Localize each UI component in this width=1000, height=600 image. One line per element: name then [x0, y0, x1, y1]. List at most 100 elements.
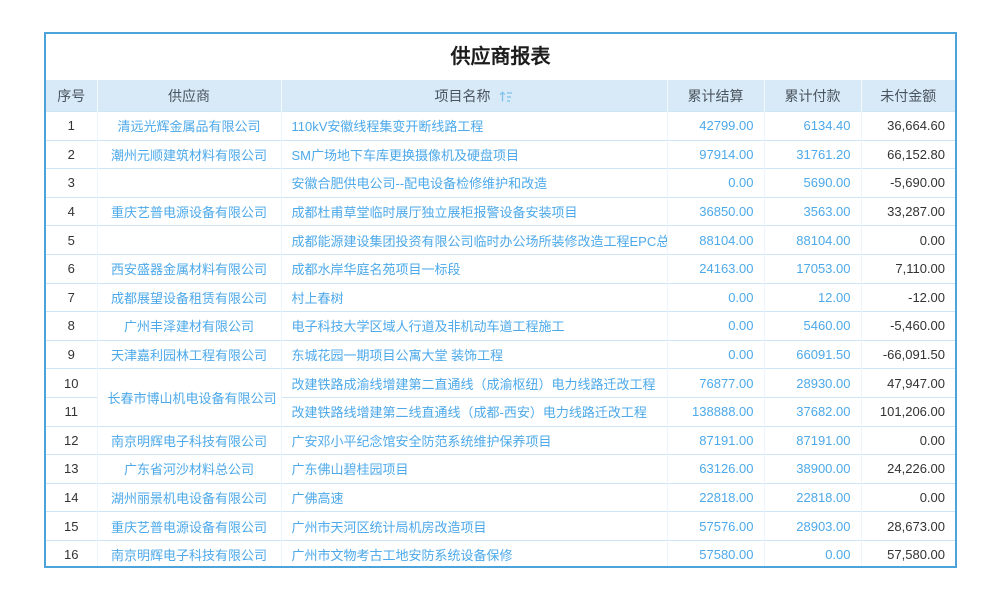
paid-amount-cell[interactable]: 88104.00: [764, 225, 862, 255]
project-name-cell[interactable]: 广安邓小平纪念馆安全防范系统维护保养项目: [281, 425, 668, 455]
table-row: 14 湖州丽景机电设备有限公司 广佛高速 22818.00 22818.00 0.00: [46, 482, 955, 512]
table-row: 10 长春市博山机电设备有限公司 改建铁路成渝线增建第二直通线（成渝枢纽）电力线路迁…: [46, 368, 955, 427]
supplier-cell: [97, 168, 282, 198]
settled-amount-cell[interactable]: 57580.00: [667, 539, 765, 566]
supplier-cell[interactable]: 广州丰泽建材有限公司: [97, 311, 282, 341]
row-index-cell: 4: [46, 196, 98, 226]
row-index-cell: 1: [46, 111, 98, 141]
settled-amount-cell[interactable]: 0.00: [667, 282, 765, 312]
paid-amount-cell[interactable]: 28903.00: [764, 511, 862, 541]
unpaid-amount-cell: 66,152.80: [861, 139, 955, 169]
column-header-paid: 累计付款: [764, 80, 862, 112]
supplier-cell[interactable]: 重庆艺普电源设备有限公司: [97, 511, 282, 541]
row-index-cell: 12: [46, 425, 98, 455]
settled-amount-cell[interactable]: 57576.00: [667, 511, 765, 541]
paid-amount-cell[interactable]: 17053.00: [764, 253, 862, 284]
paid-amount-cell[interactable]: 12.00: [764, 282, 862, 312]
column-header-supplier: 供应商: [97, 80, 282, 112]
supplier-cell[interactable]: 湖州丽景机电设备有限公司: [97, 482, 282, 512]
settled-amount-cell[interactable]: 63126.00: [667, 454, 765, 484]
project-name-cell[interactable]: 成都杜甫草堂临时展厅独立展柜报警设备安装项目: [281, 196, 668, 226]
project-name-cell[interactable]: 改建铁路线增建第二线直通线（成都-西安）电力线路迁改工程: [281, 396, 668, 427]
table-row: 11 改建铁路线增建第二线直通线（成都-西安）电力线路迁改工程 138888.00 3…: [46, 396, 955, 427]
supplier-cell[interactable]: 清远光辉金属品有限公司: [97, 111, 282, 141]
table-row: 9 天津嘉利园林工程有限公司 东城花园一期项目公寓大堂 装饰工程 0.00 66091.…: [46, 339, 955, 369]
supplier-cell[interactable]: 西安盛器金属材料有限公司: [97, 253, 282, 284]
table-row: 2 潮州元顺建筑材料有限公司 SM广场地下车库更换摄像机及硬盘项目 97914.00 3…: [46, 139, 955, 169]
paid-amount-cell[interactable]: 5460.00: [764, 311, 862, 341]
paid-amount-cell[interactable]: 6134.40: [764, 111, 862, 141]
project-name-cell[interactable]: 广州市文物考古工地安防系统设备保修: [281, 539, 668, 566]
unpaid-amount-cell: 36,664.60: [861, 111, 955, 141]
column-header-no: 序号: [46, 80, 98, 112]
supplier-report-card: 供应商报表 序号 供应商 项目名称: [44, 32, 957, 568]
paid-amount-cell[interactable]: 22818.00: [764, 482, 862, 512]
project-name-cell[interactable]: 广州市天河区统计局机房改造项目: [281, 511, 668, 541]
supplier-cell[interactable]: 广东省河沙材料总公司: [97, 454, 282, 484]
supplier-cell[interactable]: 潮州元顺建筑材料有限公司: [97, 139, 282, 169]
supplier-cell[interactable]: 天津嘉利园林工程有限公司: [97, 339, 282, 369]
column-header-label: 累计结算: [687, 87, 744, 104]
project-name-cell[interactable]: 改建铁路成渝线增建第二直通线（成渝枢纽）电力线路迁改工程: [281, 368, 668, 398]
supplier-cell[interactable]: 成都展望设备租赁有限公司: [97, 282, 282, 312]
paid-amount-cell[interactable]: 87191.00: [764, 425, 862, 455]
settled-amount-cell[interactable]: 36850.00: [667, 196, 765, 226]
table-row: 15 重庆艺普电源设备有限公司 广州市天河区统计局机房改造项目 57576.00 289…: [46, 511, 955, 541]
project-name-cell[interactable]: 广东佛山碧桂园项目: [281, 454, 668, 484]
settled-amount-cell[interactable]: 42799.00: [667, 111, 765, 141]
settled-amount-cell[interactable]: 0.00: [667, 168, 765, 198]
sort-ascending-icon[interactable]: [499, 90, 513, 103]
project-name-cell[interactable]: 安徽合肥供电公司--配电设备检修维护和改造: [281, 168, 668, 198]
settled-amount-cell[interactable]: 24163.00: [667, 253, 765, 284]
column-header-label: 累计付款: [784, 87, 841, 104]
column-header-project-name[interactable]: 项目名称: [281, 80, 668, 112]
settled-amount-cell[interactable]: 76877.00: [667, 368, 765, 398]
project-name-cell[interactable]: 东城花园一期项目公寓大堂 装饰工程: [281, 339, 668, 369]
settled-amount-cell[interactable]: 138888.00: [667, 396, 765, 427]
supplier-cell[interactable]: 南京明辉电子科技有限公司: [97, 539, 282, 566]
header-row: 序号 供应商 项目名称 累计结算 累计付款: [46, 80, 955, 112]
supplier-cell[interactable]: 重庆艺普电源设备有限公司: [97, 196, 282, 226]
project-name-cell[interactable]: 电子科技大学区域人行道及非机动车道工程施工: [281, 311, 668, 341]
project-name-cell[interactable]: 村上春树: [281, 282, 668, 312]
table-row: 13 广东省河沙材料总公司 广东佛山碧桂园项目 63126.00 38900.00 24,…: [46, 454, 955, 484]
unpaid-amount-cell: -5,690.00: [861, 168, 955, 198]
paid-amount-cell[interactable]: 0.00: [764, 539, 862, 566]
row-index-cell: 2: [46, 139, 98, 169]
paid-amount-cell[interactable]: 38900.00: [764, 454, 862, 484]
paid-amount-cell[interactable]: 31761.20: [764, 139, 862, 169]
paid-amount-cell[interactable]: 28930.00: [764, 368, 862, 398]
settled-amount-cell[interactable]: 87191.00: [667, 425, 765, 455]
row-index-cell: 14: [46, 482, 98, 512]
project-name-cell[interactable]: 成都能源建设集团投资有限公司临时办公场所装修改造工程EPC总承包: [281, 225, 668, 255]
table-row: 7 成都展望设备租赁有限公司 村上春树 0.00 12.00 -12.00: [46, 282, 955, 312]
paid-amount-cell[interactable]: 37682.00: [764, 396, 862, 427]
unpaid-amount-cell: -12.00: [861, 282, 955, 312]
settled-amount-cell[interactable]: 88104.00: [667, 225, 765, 255]
table-row: 8 广州丰泽建材有限公司 电子科技大学区域人行道及非机动车道工程施工 0.00 5460…: [46, 311, 955, 341]
row-index-cell: 3: [46, 168, 98, 198]
settled-amount-cell[interactable]: 0.00: [667, 339, 765, 369]
unpaid-amount-cell: 0.00: [861, 225, 955, 255]
table-row: 12 南京明辉电子科技有限公司 广安邓小平纪念馆安全防范系统维护保养项目 87191.…: [46, 425, 955, 455]
project-name-cell[interactable]: 广佛高速: [281, 482, 668, 512]
row-index-cell: 10: [46, 368, 98, 398]
paid-amount-cell[interactable]: 66091.50: [764, 339, 862, 369]
settled-amount-cell[interactable]: 97914.00: [667, 139, 765, 169]
settled-amount-cell[interactable]: 0.00: [667, 311, 765, 341]
row-index-cell: 8: [46, 311, 98, 341]
unpaid-amount-cell: -5,460.00: [861, 311, 955, 341]
column-header-settled: 累计结算: [667, 80, 765, 112]
project-name-cell[interactable]: SM广场地下车库更换摄像机及硬盘项目: [281, 139, 668, 169]
table-row: 6 西安盛器金属材料有限公司 成都水岸华庭名苑项目一标段 24163.00 17053.…: [46, 253, 955, 284]
column-header-unpaid: 未付金额: [861, 80, 955, 112]
row-index-cell: 9: [46, 339, 98, 369]
settled-amount-cell[interactable]: 22818.00: [667, 482, 765, 512]
supplier-cell[interactable]: 长春市博山机电设备有限公司: [97, 368, 282, 427]
project-name-cell[interactable]: 成都水岸华庭名苑项目一标段: [281, 253, 668, 284]
project-name-cell[interactable]: 110kV安徽线程集变开断线路工程: [281, 111, 668, 141]
paid-amount-cell[interactable]: 3563.00: [764, 196, 862, 226]
supplier-cell[interactable]: 南京明辉电子科技有限公司: [97, 425, 282, 455]
unpaid-amount-cell: 28,673.00: [861, 511, 955, 541]
paid-amount-cell[interactable]: 5690.00: [764, 168, 862, 198]
